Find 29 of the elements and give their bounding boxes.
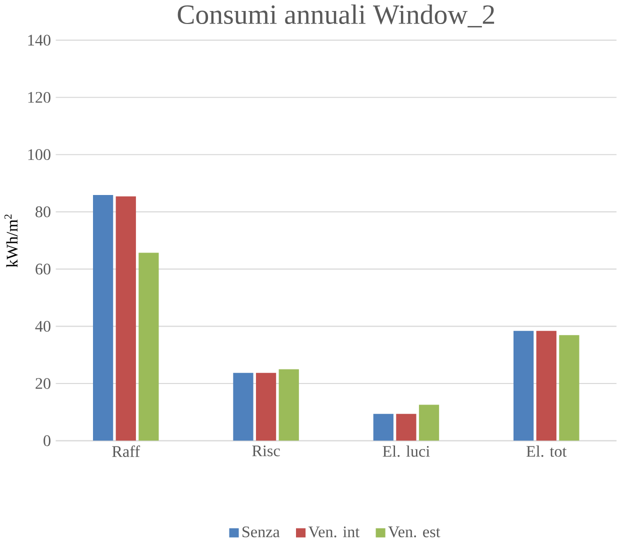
chart-title: Consumi annuali Window_2 xyxy=(178,4,494,28)
bar xyxy=(256,373,276,441)
bar xyxy=(513,331,534,441)
y-tick-label: 100 xyxy=(28,149,50,160)
bar xyxy=(233,373,254,441)
y-tick-label: 20 xyxy=(36,378,50,390)
legend-label: Ven. int xyxy=(308,526,360,538)
x-tick-label: Risc xyxy=(252,446,280,457)
bar xyxy=(418,404,440,441)
y-tick-label: 60 xyxy=(36,264,50,275)
bar xyxy=(536,331,556,441)
x-tick-label: Raff xyxy=(112,446,140,458)
bar xyxy=(559,335,580,441)
x-tick-label: El. tot xyxy=(526,446,567,458)
y-tick-label: 0 xyxy=(44,436,50,446)
legend-label: Senza xyxy=(242,526,280,538)
bar xyxy=(116,196,136,441)
y-tick-label: 120 xyxy=(28,92,50,104)
y-axis-title: kWh/m$^{2}$ xyxy=(4,214,18,268)
bar xyxy=(373,414,394,441)
y-tick-label: 40 xyxy=(35,321,50,332)
x-tick-label: El. luci xyxy=(382,446,430,458)
bar xyxy=(138,252,159,441)
bar xyxy=(92,195,114,441)
legend-label: Ven. est xyxy=(388,526,440,538)
bar xyxy=(278,369,299,441)
y-tick-label: 140 xyxy=(28,34,50,46)
y-tick-label: 80 xyxy=(36,206,50,218)
bar xyxy=(396,414,416,441)
